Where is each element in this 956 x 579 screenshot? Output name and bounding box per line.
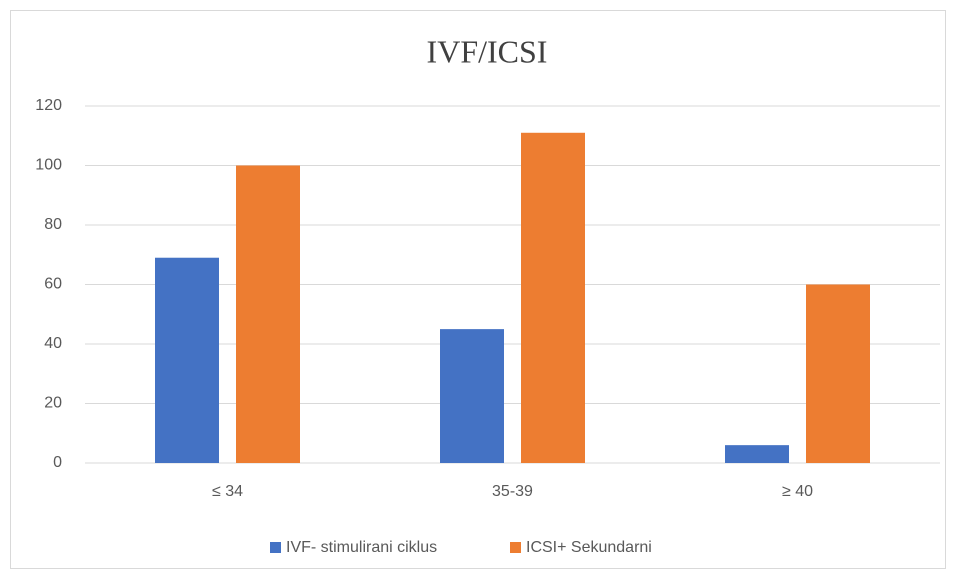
y-tick-label: 120 — [35, 97, 62, 114]
y-tick-label: 60 — [44, 276, 62, 293]
y-tick-label: 40 — [44, 335, 62, 352]
y-tick-label: 100 — [35, 157, 62, 174]
legend-swatch — [510, 542, 521, 553]
legend-label: IVF- stimulirani ciklus — [286, 539, 437, 556]
x-tick-label: ≤ 34 — [212, 483, 243, 500]
x-tick-label: ≥ 40 — [782, 483, 813, 500]
legend-label: ICSI+ Sekundarni — [526, 539, 652, 556]
x-tick-label: 35-39 — [492, 483, 533, 500]
bar — [806, 284, 870, 463]
bar — [440, 329, 504, 463]
y-tick-label: 0 — [53, 454, 62, 471]
y-tick-label: 20 — [44, 395, 62, 412]
bar — [236, 165, 300, 463]
bar — [521, 132, 585, 463]
bar — [725, 445, 789, 463]
chart-title: IVF/ICSI — [427, 33, 548, 69]
bar — [155, 257, 219, 463]
y-tick-label: 80 — [44, 216, 62, 233]
legend-swatch — [270, 542, 281, 553]
